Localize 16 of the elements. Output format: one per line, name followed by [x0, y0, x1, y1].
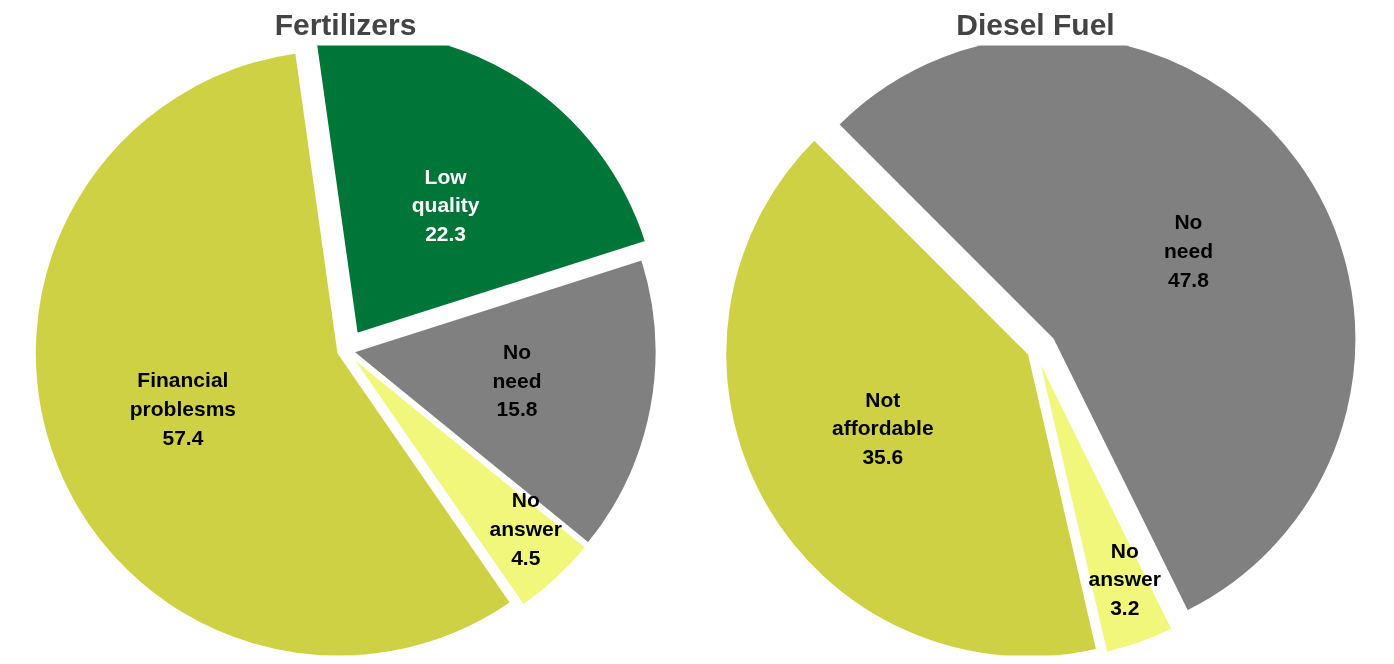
slice-label: No need — [1163, 210, 1213, 262]
data-label: 47.8 — [1168, 267, 1210, 291]
chart-title: Diesel Fuel — [956, 7, 1115, 41]
slice-label: Financial problesms — [129, 368, 236, 420]
data-label: 3.2 — [1110, 596, 1140, 620]
data-label: 4.5 — [511, 545, 541, 569]
data-label: 57.4 — [162, 425, 204, 449]
slice-label: No answer — [1088, 538, 1161, 591]
chart-title: Fertilizers — [274, 7, 417, 41]
slice-label: Not affordable — [832, 387, 934, 440]
data-label: 35.6 — [862, 445, 904, 469]
data-label: 15.8 — [496, 397, 538, 421]
slice-label: No answer — [489, 488, 562, 541]
slice-label: Low quality — [411, 164, 480, 217]
slice-label: No need — [492, 339, 542, 392]
data-label: 22.3 — [425, 222, 467, 246]
